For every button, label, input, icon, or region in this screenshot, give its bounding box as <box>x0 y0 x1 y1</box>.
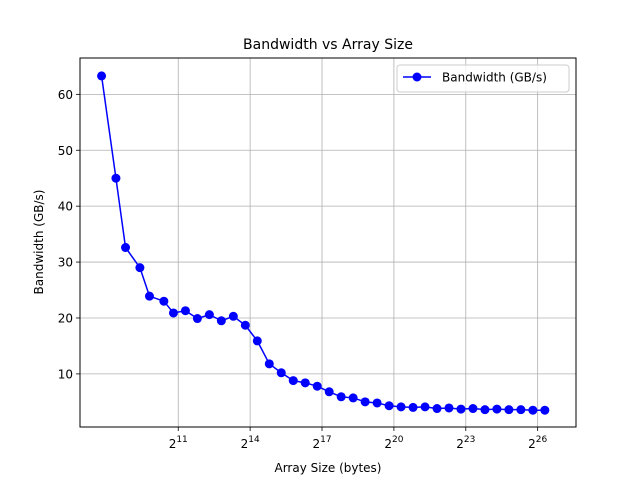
data-point <box>276 368 286 378</box>
x-tick-label: 214 <box>241 435 260 451</box>
x-tick-label: 211 <box>169 435 188 451</box>
data-point <box>144 291 154 301</box>
data-point <box>540 405 550 415</box>
data-point <box>396 402 406 412</box>
data-point <box>456 404 466 414</box>
data-point <box>240 320 250 330</box>
y-tick-label: 60 <box>58 88 73 102</box>
data-point <box>288 376 298 386</box>
x-tick-label: 226 <box>528 435 547 451</box>
data-point <box>504 405 514 415</box>
data-point <box>348 393 358 403</box>
data-point <box>408 402 418 412</box>
data-point <box>324 387 334 397</box>
data-point <box>336 392 346 402</box>
y-tick-label: 40 <box>58 200 73 214</box>
grid-lines <box>80 58 576 427</box>
data-point <box>384 401 394 411</box>
data-point <box>228 311 238 321</box>
data-point <box>252 336 262 346</box>
data-point <box>216 316 226 326</box>
data-point <box>432 404 442 414</box>
x-tick-label: 220 <box>384 435 403 451</box>
data-point <box>121 243 131 253</box>
legend: Bandwidth (GB/s) <box>396 64 570 93</box>
data-point <box>168 308 178 318</box>
y-tick-label: 50 <box>58 144 73 158</box>
y-tick-label: 30 <box>58 256 73 270</box>
data-point <box>492 404 502 414</box>
y-tick-label: 10 <box>58 367 73 381</box>
data-point <box>312 381 322 391</box>
legend-box <box>396 64 570 93</box>
chart-title: Bandwidth vs Array Size <box>243 37 413 53</box>
x-tick-label: 223 <box>456 435 475 451</box>
axis-ticks: 211 214 217 220 223 226 10 20 30 40 50 60 <box>58 88 548 451</box>
data-point <box>480 405 490 415</box>
x-axis-label: Array Size (bytes) <box>274 461 381 475</box>
data-point <box>159 296 169 306</box>
data-point <box>372 398 382 408</box>
legend-label: Bandwidth (GB/s) <box>442 71 547 85</box>
data-point <box>420 402 430 412</box>
data-point <box>111 173 121 183</box>
data-point <box>300 378 310 388</box>
data-point <box>264 359 274 369</box>
data-point <box>180 306 190 316</box>
data-point <box>516 405 526 415</box>
y-axis-label: Bandwidth (GB/s) <box>32 190 46 295</box>
data-point <box>192 314 202 324</box>
data-point <box>135 263 145 273</box>
data-point <box>528 405 538 415</box>
x-tick-label: 217 <box>312 435 331 451</box>
y-tick-label: 20 <box>58 311 73 325</box>
legend-marker-swatch <box>412 72 422 82</box>
data-point <box>97 71 107 81</box>
data-point <box>468 404 478 414</box>
series-layer <box>97 71 550 415</box>
data-point <box>204 310 214 320</box>
plot-area-frame <box>79 57 577 428</box>
data-point <box>444 403 454 413</box>
data-point <box>360 397 370 407</box>
